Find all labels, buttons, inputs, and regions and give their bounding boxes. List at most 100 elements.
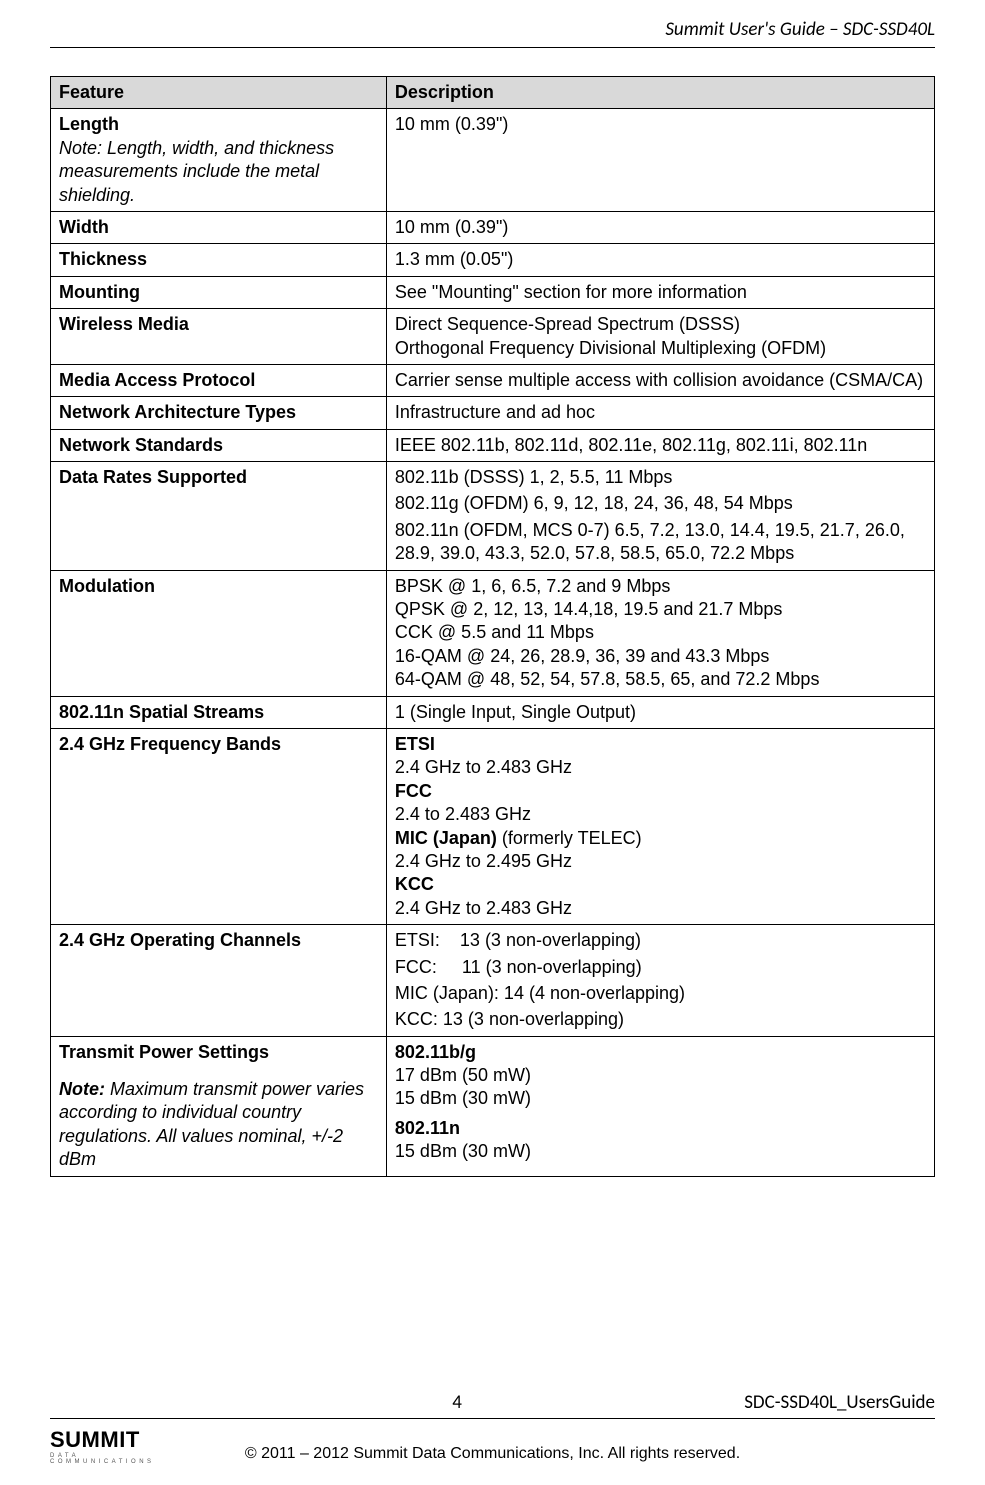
table-row: Wireless MediaDirect Sequence-Spread Spe… <box>51 309 935 365</box>
desc-line: 16-QAM @ 24, 26, 28.9, 36, 39 and 43.3 M… <box>395 645 926 668</box>
desc-line: Direct Sequence-Spread Spectrum (DSSS) <box>395 313 926 336</box>
feature-note: Note: Maximum transmit power varies acco… <box>59 1078 378 1172</box>
table-row: Media Access Protocol Carrier sense multi… <box>51 364 935 396</box>
table-row: Data Rates Supported 802.11b (DSSS) 1, 2,… <box>51 462 935 571</box>
desc-line: 802.11b/g <box>395 1041 926 1064</box>
desc-line: 10 mm (0.39") <box>395 113 926 136</box>
feature-label: Width <box>59 216 378 239</box>
feature-label: Data Rates Supported <box>59 466 378 489</box>
th-description: Description <box>386 77 934 109</box>
table-row: Mounting See "Mounting" section for more … <box>51 276 935 308</box>
feature-note: Note: Length, width, and thickness measu… <box>59 137 378 207</box>
feature-cell: Transmit Power SettingsNote: Maximum tra… <box>51 1036 387 1176</box>
description-cell: 1 (Single Input, Single Output) <box>386 696 934 728</box>
feature-cell: 2.4 GHz Operating Channels <box>51 925 387 1037</box>
description-cell: Carrier sense multiple access with colli… <box>386 364 934 396</box>
feature-label: Thickness <box>59 248 378 271</box>
table-row: Network Standards IEEE 802.11b, 802.11d, … <box>51 429 935 461</box>
table-row: 2.4 GHz Operating Channels ETSI: 13 (3 no… <box>51 925 935 1037</box>
table-row: Thickness 1.3 mm (0.05") <box>51 244 935 276</box>
desc-line: KCC <box>395 873 926 896</box>
description-cell: See "Mounting" section for more informat… <box>386 276 934 308</box>
desc-line: ETSI <box>395 733 926 756</box>
table-row: Modulation BPSK @ 1, 6, 6.5, 7.2 and 9 Mb… <box>51 570 935 696</box>
feature-label: 2.4 GHz Operating Channels <box>59 929 378 952</box>
desc-line: 1.3 mm (0.05") <box>395 248 926 271</box>
footer-bottom: SUMMIT DATA COMMUNICATIONS © 2011 – 2012… <box>50 1429 935 1465</box>
footer-rule <box>50 1418 935 1419</box>
description-cell: Direct Sequence-Spread Spectrum (DSSS)Or… <box>386 309 934 365</box>
feature-cell: Network Architecture Types <box>51 397 387 429</box>
description-cell: Infrastructure and ad hoc <box>386 397 934 429</box>
desc-line: IEEE 802.11b, 802.11d, 802.11e, 802.11g,… <box>395 434 926 457</box>
desc-line: 10 mm (0.39") <box>395 216 926 239</box>
feature-cell: Network Standards <box>51 429 387 461</box>
footer-line1: 4 SDC-SSD40L_UsersGuide <box>50 1391 935 1418</box>
feature-cell: Modulation <box>51 570 387 696</box>
table-row: Transmit Power SettingsNote: Maximum tra… <box>51 1036 935 1176</box>
description-cell: 802.11b/g17 dBm (50 mW)15 dBm (30 mW)802… <box>386 1036 934 1176</box>
desc-line: Infrastructure and ad hoc <box>395 401 926 424</box>
header-title: Summit User's Guide – SDC-SSD40L <box>50 18 935 47</box>
desc-line: BPSK @ 1, 6, 6.5, 7.2 and 9 Mbps <box>395 575 926 598</box>
feature-label: Modulation <box>59 575 378 598</box>
desc-line: 802.11g (OFDM) 6, 9, 12, 18, 24, 36, 48,… <box>395 492 926 515</box>
desc-line: MIC (Japan): 14 (4 non-overlapping) <box>395 982 926 1005</box>
desc-line: 64-QAM @ 48, 52, 54, 57.8, 58.5, 65, and… <box>395 668 926 691</box>
spec-table: Feature Description LengthNote: Length, … <box>50 76 935 1177</box>
feature-label: Network Architecture Types <box>59 401 378 424</box>
footer: 4 SDC-SSD40L_UsersGuide SUMMIT DATA COMM… <box>50 1391 935 1465</box>
desc-line: Carrier sense multiple access with colli… <box>395 369 926 392</box>
description-cell: BPSK @ 1, 6, 6.5, 7.2 and 9 MbpsQPSK @ 2… <box>386 570 934 696</box>
desc-line: CCK @ 5.5 and 11 Mbps <box>395 621 926 644</box>
feature-cell: Wireless Media <box>51 309 387 365</box>
logo: SUMMIT DATA COMMUNICATIONS <box>50 1429 170 1465</box>
table-row: 802.11n Spatial Streams 1 (Single Input, … <box>51 696 935 728</box>
desc-line: MIC (Japan) (formerly TELEC) <box>395 827 926 850</box>
feature-label: 2.4 GHz Frequency Bands <box>59 733 378 756</box>
table-header-row: Feature Description <box>51 77 935 109</box>
feature-cell: Thickness <box>51 244 387 276</box>
logo-sub: DATA COMMUNICATIONS <box>50 1453 170 1465</box>
desc-line: 1 (Single Input, Single Output) <box>395 701 926 724</box>
desc-line: 2.4 to 2.483 GHz <box>395 803 926 826</box>
table-row: LengthNote: Length, width, and thickness… <box>51 109 935 212</box>
description-cell: ETSI2.4 GHz to 2.483 GHzFCC2.4 to 2.483 … <box>386 728 934 924</box>
document-page: Summit User's Guide – SDC-SSD40L Feature… <box>0 0 985 1485</box>
table-row: Network Architecture Types Infrastructure… <box>51 397 935 429</box>
header-rule <box>50 47 935 48</box>
desc-line: 15 dBm (30 mW) <box>395 1140 926 1163</box>
table-row: Width 10 mm (0.39") <box>51 211 935 243</box>
feature-cell: Media Access Protocol <box>51 364 387 396</box>
desc-line: 802.11n (OFDM, MCS 0-7) 6.5, 7.2, 13.0, … <box>395 519 926 566</box>
description-cell: 10 mm (0.39") <box>386 211 934 243</box>
feature-label: Media Access Protocol <box>59 369 378 392</box>
feature-cell: LengthNote: Length, width, and thickness… <box>51 109 387 212</box>
desc-line: FCC <box>395 780 926 803</box>
desc-line: 2.4 GHz to 2.483 GHz <box>395 897 926 920</box>
desc-line: 2.4 GHz to 2.495 GHz <box>395 850 926 873</box>
description-cell: 802.11b (DSSS) 1, 2, 5.5, 11 Mbps 802.11g… <box>386 462 934 571</box>
desc-line: QPSK @ 2, 12, 13, 14.4,18, 19.5 and 21.7… <box>395 598 926 621</box>
feature-cell: 802.11n Spatial Streams <box>51 696 387 728</box>
page-number: 4 <box>170 1391 744 1414</box>
feature-label: Length <box>59 113 378 136</box>
feature-cell: Width <box>51 211 387 243</box>
description-cell: 1.3 mm (0.05") <box>386 244 934 276</box>
doc-name: SDC-SSD40L_UsersGuide <box>744 1391 935 1414</box>
desc-line: 2.4 GHz to 2.483 GHz <box>395 756 926 779</box>
logo-main: SUMMIT <box>50 1429 170 1451</box>
desc-line: 15 dBm (30 mW) <box>395 1087 926 1110</box>
feature-cell: 2.4 GHz Frequency Bands <box>51 728 387 924</box>
description-cell: ETSI: 13 (3 non-overlapping)FCC: 11 (3 n… <box>386 925 934 1037</box>
feature-cell: Data Rates Supported <box>51 462 387 571</box>
feature-label: 802.11n Spatial Streams <box>59 701 378 724</box>
desc-line: Orthogonal Frequency Divisional Multiple… <box>395 337 926 360</box>
feature-cell: Mounting <box>51 276 387 308</box>
description-cell: IEEE 802.11b, 802.11d, 802.11e, 802.11g,… <box>386 429 934 461</box>
desc-line: 802.11n <box>395 1117 926 1140</box>
desc-line: 17 dBm (50 mW) <box>395 1064 926 1087</box>
desc-line: See "Mounting" section for more informat… <box>395 281 926 304</box>
desc-line: 802.11b (DSSS) 1, 2, 5.5, 11 Mbps <box>395 466 926 489</box>
table-row: 2.4 GHz Frequency BandsETSI2.4 GHz to 2.… <box>51 728 935 924</box>
